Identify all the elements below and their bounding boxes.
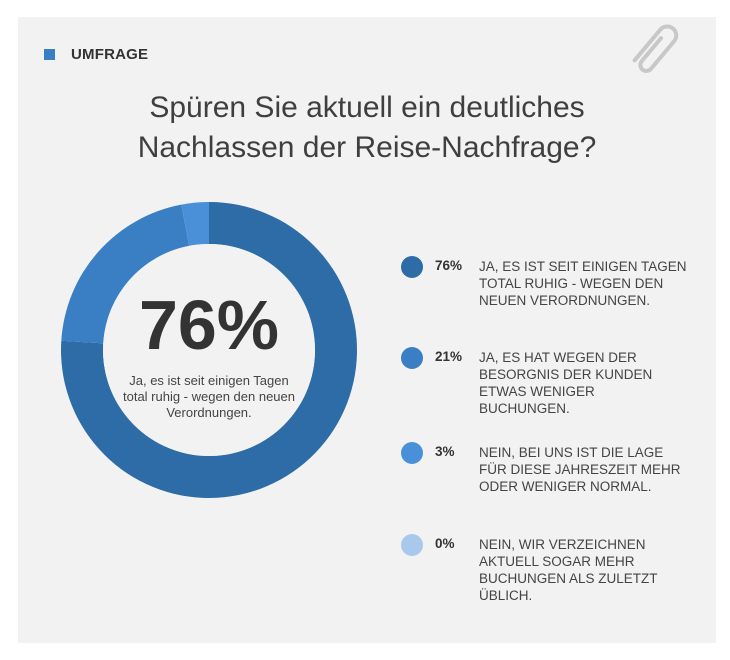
legend-label: NEIN, BEI UNS IST DIE LAGE FÜR DIESE JAH… [479,445,681,494]
legend-label: JA, ES HAT WEGEN DER BESORGNIS DER KUNDE… [479,350,653,416]
legend-percent: 3% [435,444,455,459]
paperclip-icon[interactable] [620,15,690,85]
donut-slice-2 [181,202,209,246]
header-label: UMFRAGE [71,46,149,63]
section-header: UMFRAGE [44,46,148,63]
title-line-1: Spüren Sie aktuell ein deutliches [149,91,585,124]
header-marker [44,49,55,60]
chart-title: Spüren Sie aktuell ein deutliches Nachla… [18,88,716,168]
center-caption: Ja, es ist seit einigen Tagen total ruhi… [122,373,295,420]
legend-dot [401,256,423,278]
center-value: 76% [138,286,280,364]
legend-label: NEIN, WIR VERZEICHNEN AKTUELL SOGAR MEHR… [479,537,658,603]
legend-dot [401,534,423,556]
legend-dot [401,442,423,464]
donut-slice-1 [61,204,190,344]
legend-dot [401,347,423,369]
legend-percent: 21% [435,349,463,364]
legend-percent: 76% [435,258,463,273]
donut-hole [103,244,315,456]
legend-label: JA, ES IST SEIT EINIGEN TAGEN TOTAL RUHI… [479,259,687,308]
survey-card: UMFRAGE Spüren Sie aktuell ein deutliche… [18,17,716,643]
title-line-2: Nachlassen der Reise-Nachfrage? [137,131,597,164]
legend-percent: 0% [435,536,455,551]
donut-chart [61,202,357,498]
